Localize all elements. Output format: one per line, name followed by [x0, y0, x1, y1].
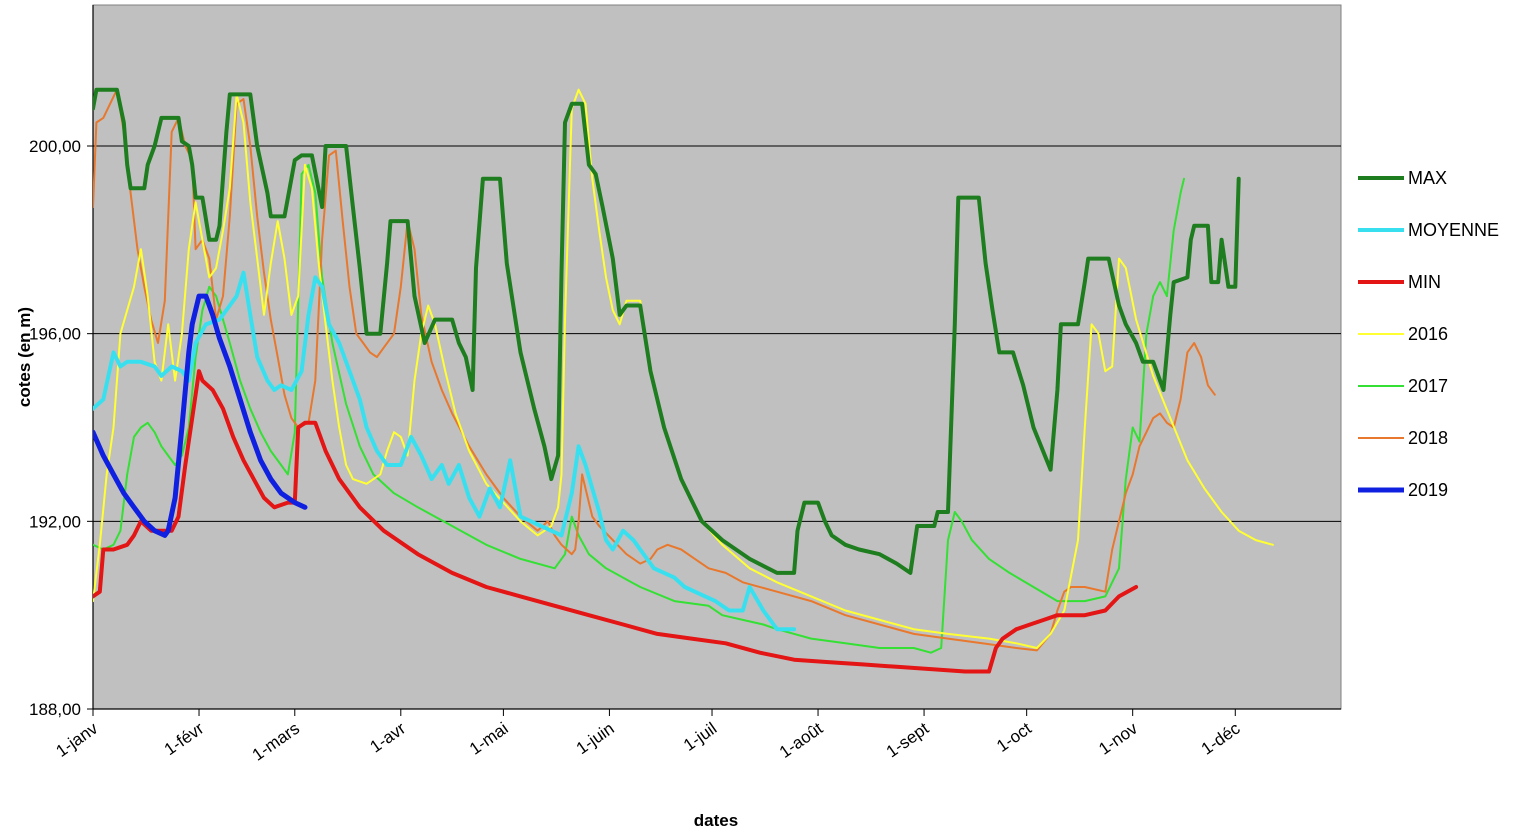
- y-tick-label: 200,00: [29, 137, 81, 156]
- legend-label: MAX: [1408, 168, 1447, 188]
- legend: MAX MOYENNE MIN 2016 2017 2018 2019: [1358, 168, 1499, 500]
- series-line-2019: [93, 293, 308, 538]
- legend-label: MIN: [1408, 272, 1441, 292]
- plot-area: [92, 4, 1342, 710]
- x-tick-label: 1-juil: [680, 719, 720, 755]
- series-line-min: [93, 369, 1139, 674]
- legend-label: 2017: [1408, 376, 1448, 396]
- y-tick-label: 196,00: [29, 325, 81, 344]
- x-axis: 1-janv 1-févr 1-mars 1-avr 1-mai 1-juin 1-juil…: [52, 708, 1341, 765]
- y-tick-label: 188,00: [29, 700, 81, 719]
- series-line-2016: [93, 88, 1274, 649]
- legend-label: MOYENNE: [1408, 220, 1499, 240]
- legend-label: 2018: [1408, 428, 1448, 448]
- x-tick-label: 1-mai: [466, 719, 512, 759]
- x-tick-label: 1-mars: [249, 719, 303, 765]
- legend-label: 2019: [1408, 480, 1448, 500]
- legend-label: 2016: [1408, 324, 1448, 344]
- x-tick-label: 1-févr: [161, 719, 208, 760]
- x-axis-title: dates: [694, 811, 738, 830]
- x-tick-label: 1-oct: [993, 719, 1035, 756]
- x-tick-label: 1-juin: [573, 719, 618, 758]
- y-axis-title: cotes (en m): [15, 307, 34, 407]
- series-line-max: [93, 87, 1241, 575]
- series-line-2017: [93, 163, 1185, 654]
- y-tick-label: 192,00: [29, 512, 81, 531]
- x-tick-label: 1-avr: [366, 719, 409, 757]
- x-tick-label: 1-janv: [52, 718, 101, 760]
- x-tick-label: 1-août: [776, 719, 827, 762]
- series-lines: [93, 87, 1274, 674]
- series-line-moyenne: [93, 270, 797, 632]
- x-tick-label: 1-sept: [883, 719, 933, 762]
- y-axis: 188,00 192,00 196,00 200,00: [29, 5, 94, 719]
- x-tick-label: 1-déc: [1198, 718, 1244, 758]
- x-tick-label: 1-nov: [1095, 718, 1141, 758]
